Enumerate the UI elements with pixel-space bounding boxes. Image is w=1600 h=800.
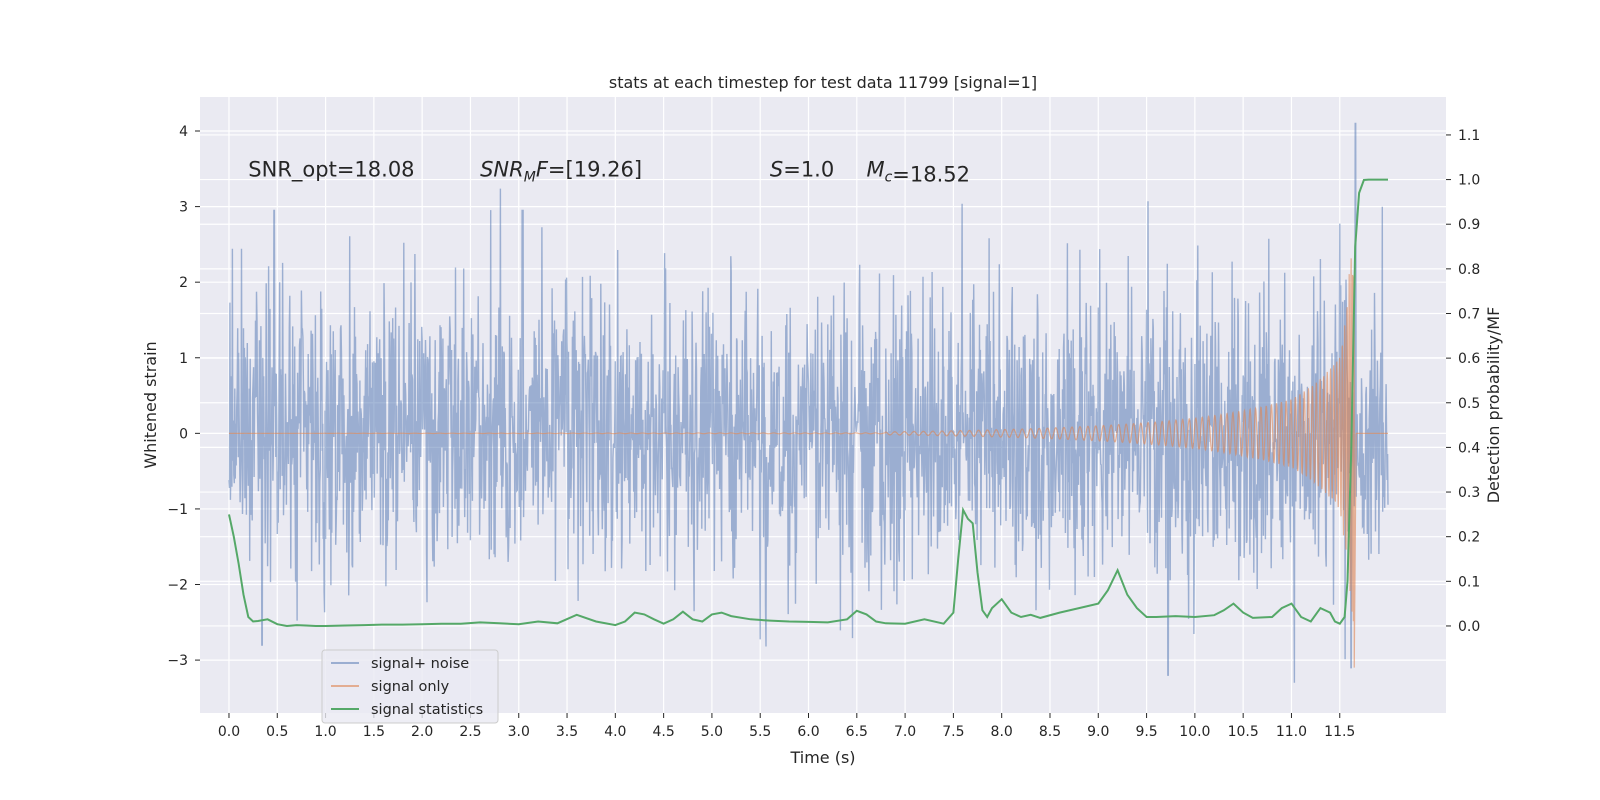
x-tick-label: 8.5 bbox=[1039, 724, 1061, 740]
x-tick-label: 2.5 bbox=[459, 724, 481, 740]
x-tick-label: 1.5 bbox=[363, 724, 385, 740]
y2-tick-label: 0.7 bbox=[1458, 306, 1480, 322]
annotation-mc: Mc=18.52 bbox=[866, 157, 970, 186]
x-tick-label: 10.0 bbox=[1179, 724, 1210, 740]
y-tick-label: 2 bbox=[179, 275, 188, 291]
x-axis-ticks: 0.0 0.5 1.0 1.5 2.0 2.5 3.0 3.5 4.0 4.5 5.0 5.5 6.0 6… bbox=[218, 713, 1355, 740]
x-tick-label: 4.5 bbox=[652, 724, 674, 740]
legend: signal+ noise signal only signal statist… bbox=[321, 649, 499, 724]
y2-tick-label: 0.4 bbox=[1458, 440, 1480, 456]
y2-tick-label: 0.6 bbox=[1458, 351, 1480, 367]
x-tick-label: 11.0 bbox=[1276, 724, 1307, 740]
y2-tick-label: 0.0 bbox=[1458, 619, 1480, 635]
y2-tick-label: 0.5 bbox=[1458, 396, 1480, 412]
y-tick-label: 3 bbox=[179, 200, 188, 216]
x-tick-label: 6.5 bbox=[846, 724, 868, 740]
y2-tick-label: 0.1 bbox=[1458, 574, 1480, 590]
y-tick-label: −2 bbox=[167, 578, 188, 594]
x-tick-label: 7.5 bbox=[942, 724, 964, 740]
x-tick-label: 10.5 bbox=[1228, 724, 1259, 740]
x-tick-label: 9.5 bbox=[1135, 724, 1157, 740]
x-tick-label: 3.0 bbox=[508, 724, 530, 740]
x-tick-label: 8.0 bbox=[991, 724, 1013, 740]
y2-tick-label: 0.3 bbox=[1458, 485, 1480, 501]
legend-label-signal-only: signal only bbox=[371, 679, 450, 695]
line-signal-noise bbox=[228, 122, 1389, 683]
y2-axis-label: Detection probability/MF bbox=[1484, 307, 1503, 504]
x-tick-label: 5.5 bbox=[749, 724, 771, 740]
y2-tick-label: 0.2 bbox=[1458, 530, 1480, 546]
x-tick-label: 3.5 bbox=[556, 724, 578, 740]
series-signal-statistics bbox=[228, 178, 1388, 628]
annotation-snr_mf: SNRMF=[19.26] bbox=[480, 157, 642, 185]
y-tick-label: 0 bbox=[179, 426, 188, 442]
annotation-snr_opt: SNR_opt=18.08 bbox=[248, 157, 414, 182]
x-tick-label: 7.0 bbox=[894, 724, 916, 740]
y2-tick-label: 0.9 bbox=[1458, 217, 1480, 233]
y2-tick-label: 1.0 bbox=[1458, 173, 1480, 189]
y-axis-label: Whitened strain bbox=[141, 341, 160, 468]
series-signal-only bbox=[228, 258, 1389, 668]
y2-axis-ticks: 0.0 0.1 0.2 0.3 0.4 0.5 0.6 0.7 0.8 0.9 1.0 1.1 bbox=[1446, 128, 1480, 635]
chart-title: stats at each timestep for test data 117… bbox=[609, 73, 1037, 92]
x-axis-label: Time (s) bbox=[789, 748, 855, 767]
line-signal-only bbox=[228, 258, 1389, 668]
y2-tick-label: 1.1 bbox=[1458, 128, 1480, 144]
y-axis-ticks: −3 −2 −1 0 1 2 3 4 bbox=[167, 124, 200, 669]
legend-label-signal-statistics: signal statistics bbox=[371, 702, 483, 718]
y-tick-label: 4 bbox=[179, 124, 188, 140]
x-tick-label: 0.5 bbox=[266, 724, 288, 740]
y-tick-label: −3 bbox=[167, 653, 188, 669]
legend-box bbox=[321, 649, 499, 724]
x-tick-label: 6.0 bbox=[797, 724, 819, 740]
x-tick-label: 11.5 bbox=[1324, 724, 1355, 740]
line-signal-statistics bbox=[228, 178, 1388, 628]
annotations: SNR_opt=18.08 SNRMF=[19.26] S=1.0 Mc=18.52 bbox=[248, 157, 970, 186]
x-tick-label: 2.0 bbox=[411, 724, 433, 740]
x-tick-label: 4.0 bbox=[604, 724, 626, 740]
y-tick-label: 1 bbox=[179, 351, 188, 367]
series-signal-noise bbox=[228, 122, 1389, 683]
legend-label-signal-noise: signal+ noise bbox=[371, 656, 469, 672]
y2-tick-label: 0.8 bbox=[1458, 262, 1480, 278]
y-tick-label: −1 bbox=[167, 502, 188, 518]
x-tick-label: 1.0 bbox=[314, 724, 336, 740]
x-tick-label: 5.0 bbox=[701, 724, 723, 740]
annotation-s: S=1.0 bbox=[770, 157, 834, 181]
x-tick-label: 9.0 bbox=[1087, 724, 1109, 740]
x-tick-label: 0.0 bbox=[218, 724, 240, 740]
